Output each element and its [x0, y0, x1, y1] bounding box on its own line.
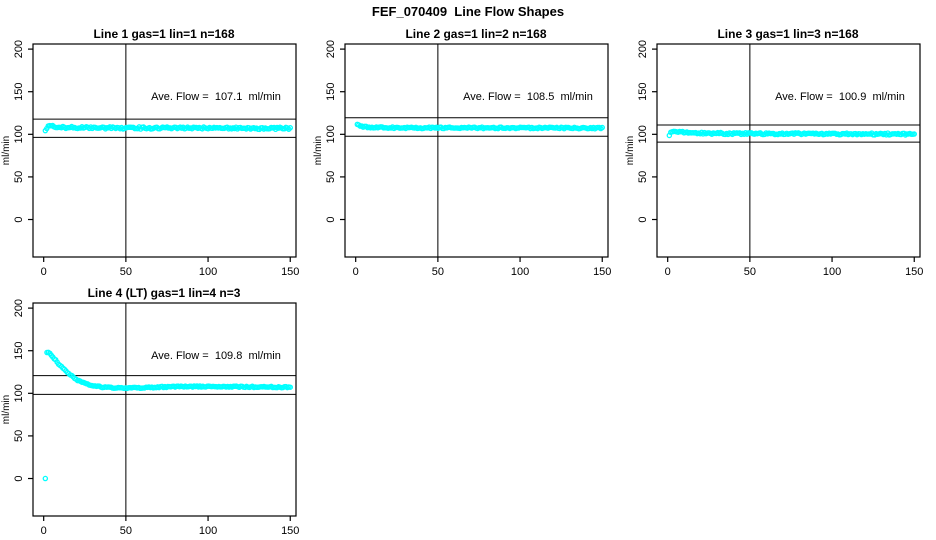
x-tick-label: 150 — [905, 266, 923, 278]
y-axis-label: ml/min — [1, 136, 12, 165]
ave-flow-label: Ave. Flow = 107.1 ml/min — [151, 91, 281, 103]
line-2-plot: Line 2 gas=1 lin=2 n=168 0 50 100 150 0 50 100… — [313, 27, 611, 278]
y-axis-label: ml/min — [625, 136, 636, 165]
y-tick-label: 0 — [13, 216, 25, 222]
plot-area: 0 50 100 150 0 50 100 150 200 ml/min — [1, 299, 299, 537]
x-tick-label: 100 — [199, 525, 217, 537]
ave-flow-label: Ave. Flow = 100.9 ml/min — [775, 91, 905, 103]
y-tick-label: 0 — [13, 475, 25, 481]
data-point — [287, 384, 293, 390]
y-tick-label: 200 — [325, 40, 337, 58]
line-1-plot: Line 1 gas=1 lin=1 n=168 0 50 100 150 0 50 100… — [1, 27, 299, 278]
x-tick-label: 50 — [744, 266, 756, 278]
x-tick-label: 0 — [665, 266, 671, 278]
y-tick-label: 0 — [325, 216, 337, 222]
x-tick-label: 0 — [353, 266, 359, 278]
ave-flow-label: Ave. Flow = 109.8 ml/min — [151, 350, 281, 362]
y-tick-label: 100 — [13, 125, 25, 143]
plot-area: 0 50 100 150 0 50 100 150 200 ml/min — [1, 40, 299, 278]
x-tick-label: 150 — [281, 266, 299, 278]
x-tick-label: 150 — [593, 266, 611, 278]
y-tick-label: 200 — [637, 40, 649, 58]
x-tick-label: 0 — [41, 266, 47, 278]
panel-title: Line 3 gas=1 lin=3 n=168 — [717, 27, 858, 41]
plot-area: 0 50 100 150 0 50 100 150 200 ml/min — [313, 40, 611, 278]
data-point — [42, 475, 49, 482]
y-tick-label: 150 — [325, 83, 337, 101]
panel-title: Line 4 (LT) gas=1 lin=4 n=3 — [88, 286, 241, 300]
plot-box — [344, 43, 609, 258]
y-tick-label: 150 — [13, 342, 25, 360]
x-tick-label: 100 — [511, 266, 529, 278]
data-points — [42, 122, 293, 134]
panel-title: Line 1 gas=1 lin=1 n=168 — [93, 27, 234, 41]
y-tick-label: 150 — [637, 83, 649, 101]
plot-box — [656, 43, 921, 258]
y-tick-label: 0 — [637, 216, 649, 222]
y-tick-label: 50 — [13, 430, 25, 442]
panel-title: Line 2 gas=1 lin=2 n=168 — [405, 27, 546, 41]
plot-box — [32, 302, 297, 517]
x-tick-label: 50 — [120, 266, 132, 278]
y-tick-label: 100 — [13, 384, 25, 402]
y-tick-label: 100 — [637, 125, 649, 143]
line-4-plot: Line 4 (LT) gas=1 lin=4 n=3 0 50 100 150 0 50… — [1, 286, 299, 537]
y-tick-label: 50 — [325, 171, 337, 183]
data-points — [42, 349, 293, 482]
x-tick-label: 50 — [120, 525, 132, 537]
line-3-plot: Line 3 gas=1 lin=3 n=168 0 50 100 150 0 50 100… — [625, 27, 923, 278]
plot-area: 0 50 100 150 0 50 100 150 200 ml/min — [625, 40, 923, 278]
y-axis-label: ml/min — [313, 136, 324, 165]
panel-grid: Line 1 gas=1 lin=1 n=168 0 50 100 150 0 50 100… — [0, 22, 936, 540]
data-points — [354, 121, 605, 132]
data-point — [287, 125, 293, 131]
x-tick-label: 100 — [823, 266, 841, 278]
x-tick-label: 100 — [199, 266, 217, 278]
data-points — [666, 128, 917, 139]
y-tick-label: 50 — [13, 171, 25, 183]
panel-line-4: Line 4 (LT) gas=1 lin=4 n=3 0 50 100 150 0 50… — [0, 281, 312, 540]
y-axis-label: ml/min — [1, 395, 12, 424]
y-tick-label: 200 — [13, 40, 25, 58]
x-tick-label: 50 — [432, 266, 444, 278]
panel-line-1: Line 1 gas=1 lin=1 n=168 0 50 100 150 0 50 100… — [0, 22, 312, 281]
y-tick-label: 100 — [325, 125, 337, 143]
y-tick-label: 150 — [13, 83, 25, 101]
ave-flow-label: Ave. Flow = 108.5 ml/min — [463, 91, 593, 103]
panel-line-2: Line 2 gas=1 lin=2 n=168 0 50 100 150 0 50 100… — [312, 22, 624, 281]
y-tick-label: 50 — [637, 171, 649, 183]
x-tick-label: 150 — [281, 525, 299, 537]
panel-line-3: Line 3 gas=1 lin=3 n=168 0 50 100 150 0 50 100… — [624, 22, 936, 281]
data-point — [599, 124, 605, 131]
data-point — [911, 131, 917, 137]
x-tick-label: 0 — [41, 525, 47, 537]
y-tick-label: 200 — [13, 299, 25, 317]
figure-title: FEF_070409 Line Flow Shapes — [371, 4, 565, 19]
plot-box — [32, 43, 297, 258]
